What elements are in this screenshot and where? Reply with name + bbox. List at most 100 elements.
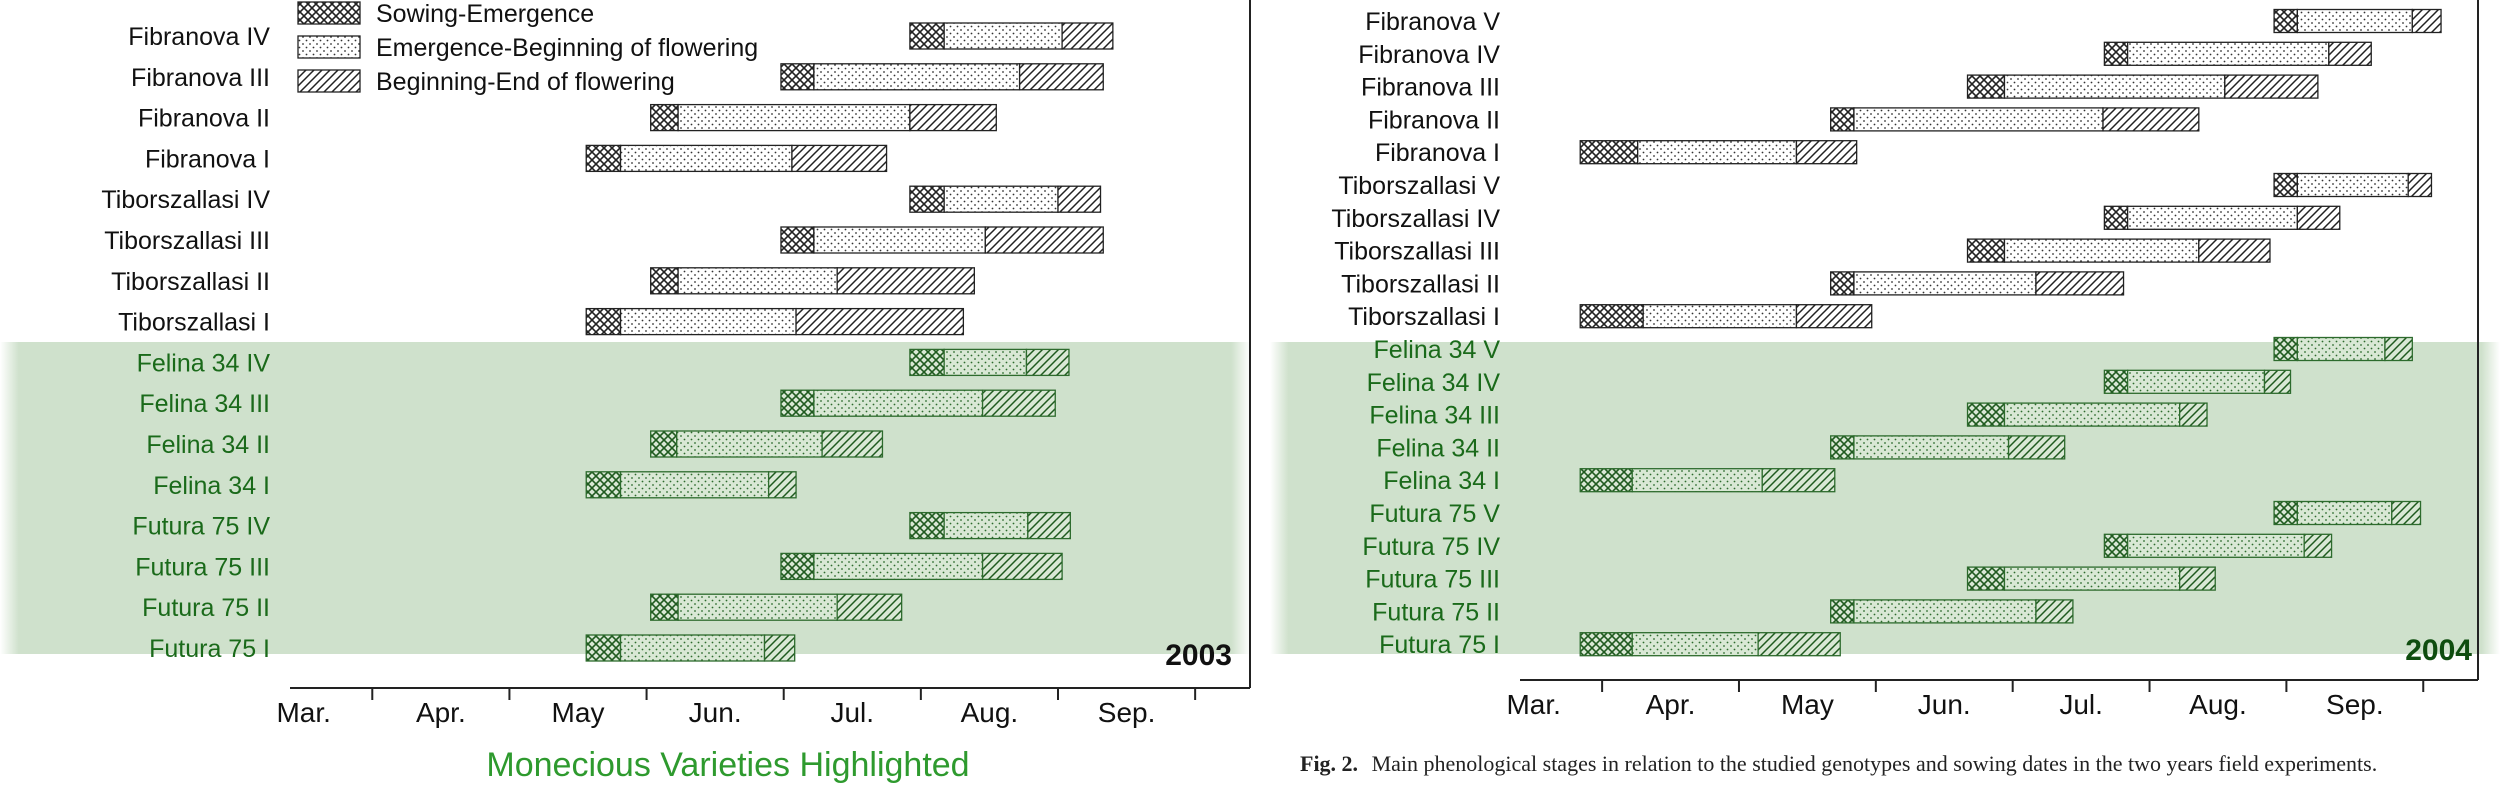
- row-label-2004-fibranova-iv: Fibranova IV: [1358, 41, 1500, 69]
- bar-2003-felina-34-iv-sowing: [909, 348, 945, 377]
- bar-2004-futura-75-iii-emerg: [2003, 566, 2181, 591]
- bar-2004-futura-75-iv-emerg: [2126, 533, 2305, 558]
- bar-2003-felina-34-iii-sowing: [780, 389, 815, 417]
- bars-2003: [585, 22, 1114, 662]
- x-tick-label-2003-apr: Apr.: [416, 697, 466, 728]
- legend-label-flower: Beginning-End of flowering: [376, 68, 675, 96]
- bar-2003-futura-75-iii-flower: [981, 552, 1063, 581]
- bar-2004-fibranova-v-emerg: [2296, 8, 2413, 34]
- bar-2004-tiborszallasi-iii-sowing: [1966, 238, 2006, 263]
- bar-2004-felina-34-i-flower: [1761, 468, 1836, 493]
- bar-2004-futura-75-ii-sowing: [1830, 599, 1855, 624]
- bar-2004-fibranova-v-flower: [2411, 8, 2442, 34]
- bar-2004-felina-34-v-emerg: [2296, 336, 2386, 362]
- bar-2004-fibranova-iii-sowing: [1966, 74, 2006, 99]
- bar-2004-felina-34-iii-sowing: [1966, 402, 2006, 427]
- caption-text: Main phenological stages in relation to …: [1372, 751, 2378, 776]
- bar-2004-tiborszallasi-i-emerg: [1642, 304, 1798, 329]
- bar-2004-felina-34-ii-flower: [2007, 435, 2066, 460]
- bar-2004-futura-75-v-sowing: [2273, 500, 2298, 526]
- bar-2004-futura-75-iv-sowing: [2103, 533, 2129, 558]
- bar-2003-felina-34-iv-emerg: [943, 348, 1028, 377]
- bar-2003-futura-75-i-emerg: [619, 634, 766, 662]
- bar-2003-fibranova-i-sowing: [585, 144, 622, 173]
- x-axis-2004: Mar. Apr. May Jun. Jul. Aug. Sep.: [1506, 0, 2479, 720]
- x-tick-label-2003-may: May: [552, 697, 605, 728]
- bar-2004-futura-75-i-flower: [1757, 632, 1841, 657]
- row-label-2003-felina-34-iv: Felina 34 IV: [137, 349, 271, 377]
- legend-swatch-emerg: [297, 35, 361, 59]
- x-tick-label-2004-mar: Mar.: [1506, 689, 1560, 720]
- bar-2003-felina-34-iii-flower: [981, 389, 1056, 417]
- bar-2004-tiborszallasi-i-sowing: [1579, 304, 1644, 329]
- x-tick-label-2003-mar: Mar.: [276, 697, 330, 728]
- row-label-2004-tiborszallasi-i: Tiborszallasi I: [1348, 303, 1500, 331]
- bar-2004-futura-75-ii-flower: [2035, 599, 2074, 624]
- bar-2003-futura-75-iv-flower: [1027, 511, 1071, 540]
- row-label-2003-futura-75-iii: Futura 75 III: [135, 553, 270, 581]
- bar-2003-fibranova-iv-sowing: [909, 22, 945, 50]
- bar-2003-tiborszallasi-iii-emerg: [813, 226, 986, 254]
- bar-2004-futura-75-i-emerg: [1631, 632, 1759, 657]
- bar-2003-futura-75-iii-sowing: [780, 552, 815, 581]
- bar-2004-felina-34-iii-emerg: [2003, 402, 2181, 427]
- row-label-2004-fibranova-ii: Fibranova II: [1368, 106, 1500, 134]
- caption-prefix: Fig. 2.: [1300, 751, 1358, 776]
- bar-2004-futura-75-v-emerg: [2296, 500, 2393, 526]
- bar-2003-tiborszallasi-iv-sowing: [909, 185, 945, 213]
- row-label-2004-fibranova-v: Fibranova V: [1365, 8, 1500, 36]
- row-label-2004-futura-75-i: Futura 75 I: [1379, 631, 1500, 659]
- bar-2003-felina-34-i-emerg: [619, 471, 770, 499]
- row-label-2003-felina-34-ii: Felina 34 II: [146, 431, 270, 459]
- bar-2003-futura-75-iv-sowing: [909, 511, 945, 540]
- bar-2004-futura-75-v-flower: [2391, 500, 2422, 526]
- row-label-2004-futura-75-v: Futura 75 V: [1369, 500, 1500, 528]
- x-tick-label-2003-sep: Sep.: [1098, 697, 1156, 728]
- bar-2004-futura-75-iii-flower: [2179, 566, 2216, 591]
- bar-2003-futura-75-iv-emerg: [943, 511, 1029, 540]
- bar-2004-felina-34-iii-flower: [2179, 402, 2208, 427]
- row-label-2004-felina-34-iii: Felina 34 III: [1369, 402, 1500, 430]
- bar-2004-futura-75-iii-sowing: [1966, 566, 2006, 591]
- bar-2004-felina-34-v-flower: [2384, 336, 2413, 362]
- legend: Sowing-Emergence Emergence-Beginning of f…: [297, 0, 758, 96]
- bar-2003-felina-34-iii-emerg: [813, 389, 984, 417]
- highlight-note: Monecious Varieties Highlighted: [486, 746, 969, 784]
- bar-2003-futura-75-ii-flower: [836, 593, 903, 621]
- bar-2004-futura-75-i-sowing: [1579, 632, 1633, 657]
- row-label-2004-futura-75-iv: Futura 75 IV: [1362, 533, 1500, 561]
- bar-2004-fibranova-i-emerg: [1637, 140, 1798, 165]
- bar-2004-fibranova-ii-emerg: [1853, 107, 2104, 132]
- bar-2003-tiborszallasi-ii-flower: [836, 267, 975, 295]
- bar-2003-futura-75-ii-emerg: [677, 593, 838, 621]
- bar-2004-tiborszallasi-v-flower: [2407, 172, 2433, 198]
- bar-2003-fibranova-ii-sowing: [650, 103, 679, 132]
- bar-2004-tiborszallasi-i-flower: [1795, 304, 1873, 329]
- x-tick-label-2004-jul: Jul.: [2059, 689, 2103, 720]
- row-label-2003-tiborszallasi-iv: Tiborszallasi IV: [101, 186, 270, 214]
- bar-2004-felina-34-ii-emerg: [1853, 435, 2010, 460]
- bar-2004-tiborszallasi-iv-flower: [2296, 205, 2341, 230]
- bar-2003-fibranova-i-flower: [791, 144, 888, 173]
- bar-2003-tiborszallasi-iii-flower: [984, 226, 1104, 254]
- bar-2003-felina-34-iv-flower: [1025, 348, 1070, 377]
- bar-2004-tiborszallasi-iii-emerg: [2003, 238, 2200, 263]
- bar-2003-futura-75-ii-sowing: [650, 593, 679, 621]
- bar-2004-felina-34-iv-emerg: [2126, 369, 2266, 394]
- bar-2004-tiborszallasi-v-sowing: [2273, 172, 2298, 198]
- bar-2004-fibranova-i-flower: [1795, 140, 1858, 165]
- row-label-2003-tiborszallasi-iii: Tiborszallasi III: [104, 227, 270, 255]
- bar-2003-felina-34-ii-emerg: [676, 430, 823, 458]
- x-tick-label-2004-may: May: [1781, 689, 1834, 720]
- year-label-2003: 2003: [1165, 639, 1232, 672]
- bar-2003-tiborszallasi-iii-sowing: [780, 226, 815, 254]
- row-label-2004-felina-34-v: Felina 34 V: [1374, 336, 1501, 364]
- x-axis-2003: Mar. Apr. May Jun. Jul. Aug. Sep.: [276, 0, 1251, 728]
- x-tick-label-2003-aug: Aug.: [961, 697, 1019, 728]
- row-label-2004-tiborszallasi-iv: Tiborszallasi IV: [1331, 205, 1500, 233]
- bar-2003-fibranova-i-emerg: [619, 144, 793, 173]
- row-label-2004-fibranova-i: Fibranova I: [1375, 139, 1500, 167]
- year-label-2004: 2004: [2405, 634, 2472, 667]
- row-label-2004-felina-34-iv: Felina 34 IV: [1367, 369, 1501, 397]
